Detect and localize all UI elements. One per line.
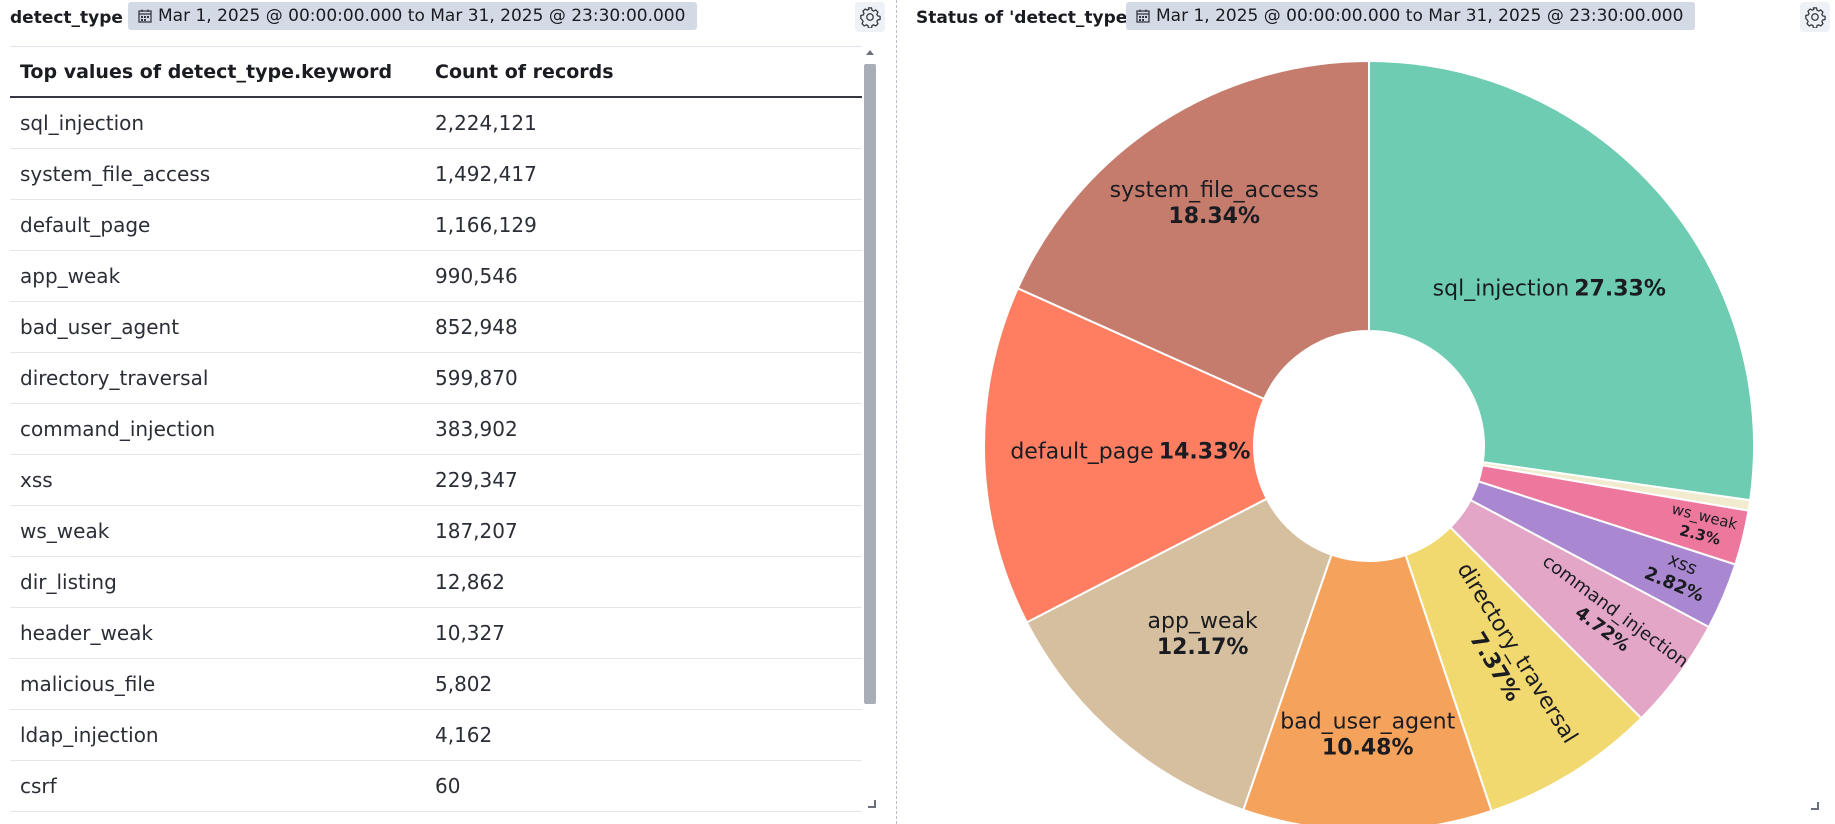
scroll-up-arrow[interactable] — [866, 50, 874, 55]
table-panel: detect_type Mar 1, 2025 @ 00:00:00.000 t… — [0, 0, 890, 824]
cell-detect-type: directory_traversal — [20, 366, 209, 390]
slice-label-percent: 18.34% — [1168, 204, 1260, 229]
cell-count: 12,862 — [435, 570, 505, 594]
cell-detect-type: system_file_access — [20, 162, 211, 186]
cell-count: 4,162 — [435, 723, 493, 747]
resize-handle[interactable] — [868, 800, 876, 808]
scrollbar-thumb[interactable] — [864, 64, 876, 704]
table-row[interactable]: bad_user_agent 852,948 — [10, 302, 862, 353]
slice-label-name: app_weak — [1148, 609, 1258, 634]
table-row[interactable]: malicious_file 5,802 — [10, 659, 862, 710]
cell-detect-type: csrf — [20, 774, 57, 798]
cell-count: 5,802 — [435, 672, 493, 696]
table-header-row: Top values of detect_type.keyword Count … — [10, 47, 862, 98]
slice-label: sql_injection 27.33% — [1433, 277, 1666, 302]
cell-detect-type: ws_weak — [20, 519, 110, 543]
cell-detect-type: dir_listing — [20, 570, 117, 594]
cell-count: 229,347 — [435, 468, 518, 492]
cell-count: 852,948 — [435, 315, 518, 339]
table-row[interactable]: sql_injection 2,224,121 — [10, 98, 862, 149]
time-range-text: Mar 1, 2025 @ 00:00:00.000 to Mar 31, 20… — [1156, 6, 1684, 26]
cell-detect-type: header_weak — [20, 621, 153, 645]
cell-count: 1,492,417 — [435, 162, 537, 186]
time-range-badge[interactable]: Mar 1, 2025 @ 00:00:00.000 to Mar 31, 20… — [128, 2, 698, 30]
cell-detect-type: ldap_injection — [20, 723, 159, 747]
table-row[interactable]: system_file_access 1,492,417 — [10, 149, 862, 200]
slice-label-name: system_file_access — [1110, 178, 1319, 203]
column-header-values[interactable]: Top values of detect_type.keyword — [20, 60, 393, 83]
pie-slice[interactable] — [1368, 59, 1755, 502]
cell-detect-type: command_injection — [20, 417, 216, 441]
cell-count: 60 — [435, 774, 461, 798]
gear-icon — [1805, 7, 1826, 28]
cell-detect-type: bad_user_agent — [20, 315, 180, 339]
pie-slice[interactable] — [983, 287, 1269, 624]
calendar-icon — [1136, 9, 1150, 23]
cell-detect-type: app_weak — [20, 264, 121, 288]
slice-label-percent: 10.48% — [1322, 736, 1414, 761]
cell-count: 990,546 — [435, 264, 518, 288]
table-row[interactable]: app_weak 990,546 — [10, 251, 862, 302]
table-row[interactable]: ws_weak 187,207 — [10, 506, 862, 557]
table-body: sql_injection 2,224,121 system_file_access… — [10, 98, 862, 812]
cell-detect-type: xss — [20, 468, 53, 492]
donut-chart: sql_injection 27.33%ws_weak2.3%xss2.82%c… — [983, 59, 1755, 824]
table-row[interactable]: default_page 1,166,129 — [10, 200, 862, 251]
cell-count: 10,327 — [435, 621, 505, 645]
table-row[interactable]: csrf 60 — [10, 761, 862, 812]
panel-title: detect_type — [10, 8, 123, 28]
cell-count: 1,166,129 — [435, 213, 537, 237]
panel-title: Status of 'detect_type' — [916, 8, 1133, 28]
time-range-badge[interactable]: Mar 1, 2025 @ 00:00:00.000 to Mar 31, 20… — [1126, 2, 1696, 30]
panel-divider[interactable] — [890, 0, 904, 824]
time-range-text: Mar 1, 2025 @ 00:00:00.000 to Mar 31, 20… — [158, 6, 686, 26]
table-row[interactable]: command_injection 383,902 — [10, 404, 862, 455]
slice-label-percent: 12.17% — [1157, 635, 1249, 660]
column-header-count[interactable]: Count of records — [435, 60, 614, 83]
pie-slice[interactable] — [1242, 553, 1493, 824]
panel-settings-button[interactable] — [1800, 2, 1830, 32]
cell-count: 187,207 — [435, 519, 518, 543]
table-row[interactable]: dir_listing 12,862 — [10, 557, 862, 608]
slice-label-text: sql_injection 27.33% — [1433, 277, 1666, 302]
slice-label: default_page 14.33% — [1010, 439, 1250, 464]
cell-detect-type: default_page — [20, 213, 151, 237]
resize-handle-left-panel[interactable] — [1811, 802, 1819, 810]
gear-icon — [860, 7, 881, 28]
pie-slice[interactable] — [1025, 497, 1333, 812]
table-row[interactable]: xss 229,347 — [10, 455, 862, 506]
table-scrollbar[interactable] — [862, 46, 878, 812]
slice-label-text: default_page 14.33% — [1010, 439, 1250, 464]
slice-label-name: bad_user_agent — [1280, 710, 1455, 735]
panel-settings-button[interactable] — [855, 2, 885, 32]
cell-detect-type: malicious_file — [20, 672, 156, 696]
calendar-icon — [138, 9, 152, 23]
cell-count: 383,902 — [435, 417, 518, 441]
data-table: Top values of detect_type.keyword Count … — [10, 46, 862, 815]
table-row[interactable]: ldap_injection 4,162 — [10, 710, 862, 761]
pie-slice[interactable] — [1404, 525, 1643, 813]
table-row[interactable]: directory_traversal 599,870 — [10, 353, 862, 404]
pie-slice[interactable] — [1016, 59, 1370, 401]
chart-panel: Status of 'detect_type' Mar 1, 2025 @ 00… — [904, 0, 1835, 824]
cell-count: 599,870 — [435, 366, 518, 390]
cell-count: 2,224,121 — [435, 111, 537, 135]
cell-detect-type: sql_injection — [20, 111, 145, 135]
table-row[interactable]: header_weak 10,327 — [10, 608, 862, 659]
